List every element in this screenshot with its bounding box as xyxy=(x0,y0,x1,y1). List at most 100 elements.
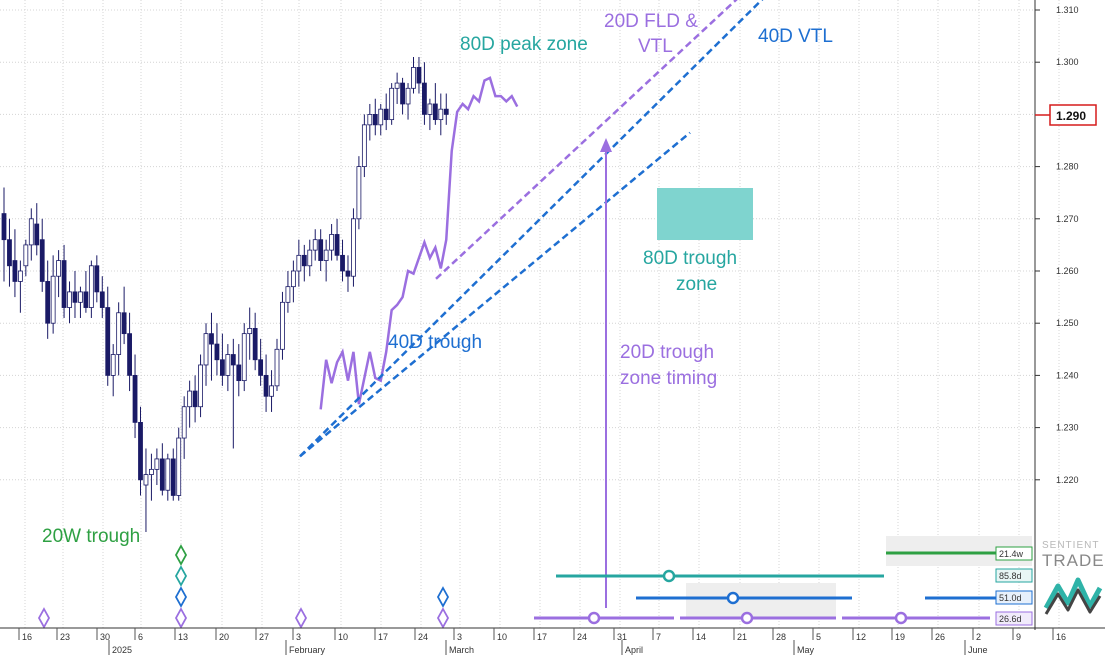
candle xyxy=(170,448,176,501)
candle-body xyxy=(400,82,405,105)
candle-body xyxy=(99,291,105,308)
diamond-40d xyxy=(436,586,450,608)
candle-body xyxy=(225,354,231,376)
candle-body xyxy=(230,354,236,366)
price-tick-label: 1.280 xyxy=(1056,162,1079,172)
cycle-label-26d: 26.6d xyxy=(999,614,1022,624)
candle xyxy=(72,271,78,318)
price-tick-label: 1.230 xyxy=(1056,423,1079,433)
vtl-20d-line xyxy=(435,0,738,280)
time-tick-label: 17 xyxy=(537,632,547,642)
candle-body xyxy=(394,82,400,89)
logo-line1: SENTIENT xyxy=(1042,540,1099,551)
candle-body xyxy=(290,270,296,288)
candle-body xyxy=(50,275,56,324)
candle xyxy=(105,286,111,386)
candle xyxy=(39,218,45,292)
diamond-20d xyxy=(436,607,450,629)
candle xyxy=(411,56,416,94)
month-label: February xyxy=(289,645,326,655)
label-80d-trough-2: zone xyxy=(676,274,717,295)
candle xyxy=(67,281,72,324)
candle-body xyxy=(187,390,193,408)
time-tick-label: 9 xyxy=(1016,632,1021,642)
candle-body xyxy=(88,265,94,308)
label-20d-trough-1: 20D trough xyxy=(620,342,714,363)
time-tick-label: 30 xyxy=(100,632,110,642)
candle xyxy=(132,354,138,439)
candle-body xyxy=(247,328,253,335)
month-label: 2025 xyxy=(112,645,132,655)
candle-body xyxy=(116,312,122,355)
candle-body xyxy=(165,458,171,491)
time-tick-label: 20 xyxy=(219,632,229,642)
candles xyxy=(1,56,449,532)
time-tick-label: 26 xyxy=(935,632,945,642)
candle-body xyxy=(132,374,138,423)
sentient-trade-logo: SENTIENT TRADE xyxy=(1042,540,1104,615)
candle xyxy=(323,239,329,282)
candle xyxy=(247,307,253,360)
candle-body xyxy=(170,458,176,496)
candle xyxy=(329,224,335,261)
candle xyxy=(121,286,127,345)
candle-body xyxy=(351,218,356,277)
candle-body xyxy=(45,281,51,324)
candle-body xyxy=(372,114,378,126)
cycle-diamonds xyxy=(37,544,450,629)
candle xyxy=(416,56,422,94)
time-tick-label: 23 xyxy=(60,632,70,642)
candle-body xyxy=(143,474,149,486)
candle-body xyxy=(12,260,18,282)
candle xyxy=(1,187,7,282)
candle-body xyxy=(176,437,182,496)
candle-body xyxy=(427,103,433,115)
label-20d-fld-vtl-2: VTL xyxy=(638,36,673,57)
month-label: June xyxy=(968,645,988,655)
candle xyxy=(83,271,89,313)
candle-body xyxy=(34,223,40,246)
timing-arrow-20d xyxy=(600,138,612,608)
candle xyxy=(23,239,29,277)
price-tick-label: 1.220 xyxy=(1056,475,1079,485)
candle xyxy=(138,406,143,496)
candle xyxy=(181,396,187,459)
candle xyxy=(198,354,203,418)
candle xyxy=(263,354,269,412)
plot-area xyxy=(0,0,1035,628)
candle xyxy=(351,208,356,287)
candle-body xyxy=(121,312,127,335)
candle-body xyxy=(209,333,214,345)
candle-body xyxy=(127,333,132,376)
candle xyxy=(443,93,449,125)
candle-body xyxy=(432,103,438,121)
time-tick-label: 13 xyxy=(178,632,188,642)
candle xyxy=(203,323,209,386)
candle xyxy=(17,260,23,313)
candle xyxy=(230,338,236,449)
time-tick-label: 16 xyxy=(22,632,32,642)
candle xyxy=(356,156,362,230)
candle-body xyxy=(411,67,416,89)
price-tick-label: 1.260 xyxy=(1056,266,1079,276)
vtl-lines xyxy=(299,0,764,458)
candle xyxy=(367,103,373,141)
candle xyxy=(361,114,367,178)
candle-body xyxy=(367,114,373,126)
candle xyxy=(290,260,296,303)
month-label: May xyxy=(797,645,815,655)
candle xyxy=(334,218,340,261)
candle-body xyxy=(443,108,449,115)
label-40d-trough: 40D trough xyxy=(388,332,482,353)
time-tick-label: 6 xyxy=(138,632,143,642)
candle-body xyxy=(181,406,187,439)
candle-body xyxy=(274,348,280,387)
candle-body xyxy=(219,359,225,376)
time-tick-label: 3 xyxy=(296,632,301,642)
time-tick-label: 28 xyxy=(776,632,786,642)
candle-body xyxy=(203,333,209,366)
candle xyxy=(252,312,258,371)
diamond-20d xyxy=(37,607,51,629)
candle-body xyxy=(438,108,444,121)
